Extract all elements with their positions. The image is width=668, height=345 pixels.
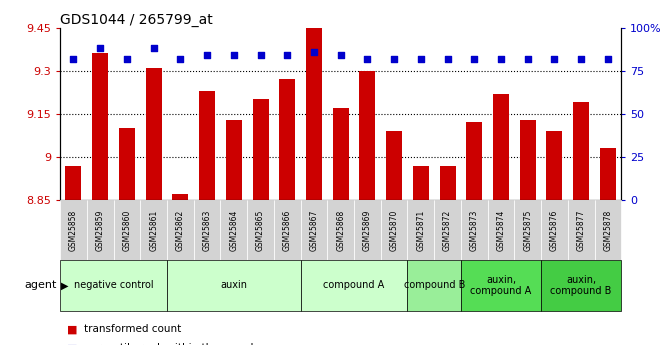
Text: GSM25869: GSM25869 — [363, 210, 372, 251]
Text: auxin,
compound B: auxin, compound B — [550, 275, 612, 296]
Bar — [65, 166, 81, 200]
Text: negative control: negative control — [73, 280, 154, 290]
Point — [175, 56, 186, 61]
Text: GSM25863: GSM25863 — [202, 210, 212, 251]
Text: ■: ■ — [67, 325, 77, 334]
Point — [576, 56, 587, 61]
Text: compound B: compound B — [403, 280, 465, 290]
Point — [442, 56, 453, 61]
Text: GSM25861: GSM25861 — [149, 210, 158, 251]
Bar — [573, 102, 589, 200]
Bar — [279, 79, 295, 200]
Point — [309, 49, 319, 55]
Text: ■: ■ — [67, 344, 77, 345]
Point — [202, 52, 212, 58]
Point — [282, 52, 293, 58]
Text: GSM25858: GSM25858 — [69, 210, 78, 251]
Bar — [119, 128, 135, 200]
Bar — [546, 131, 562, 200]
Point — [122, 56, 132, 61]
Point — [603, 56, 613, 61]
Text: GSM25870: GSM25870 — [389, 210, 399, 251]
Bar — [413, 166, 429, 200]
Bar — [440, 166, 456, 200]
Point — [68, 56, 79, 61]
Text: GSM25864: GSM25864 — [229, 210, 238, 251]
Text: auxin: auxin — [220, 280, 247, 290]
Point — [228, 52, 239, 58]
Text: agent: agent — [25, 280, 57, 290]
Bar — [600, 148, 616, 200]
Bar — [386, 131, 402, 200]
Text: percentile rank within the sample: percentile rank within the sample — [84, 344, 259, 345]
Bar — [172, 194, 188, 200]
Bar — [520, 120, 536, 200]
Point — [335, 52, 346, 58]
Point — [496, 56, 506, 61]
Text: GSM25876: GSM25876 — [550, 210, 559, 251]
Bar — [92, 53, 108, 200]
Text: compound A: compound A — [323, 280, 385, 290]
Bar — [466, 122, 482, 200]
Bar — [146, 68, 162, 200]
Point — [255, 52, 266, 58]
Point — [95, 46, 106, 51]
Text: transformed count: transformed count — [84, 325, 181, 334]
Text: GSM25874: GSM25874 — [496, 210, 506, 251]
Text: GSM25877: GSM25877 — [576, 210, 586, 251]
Text: GSM25867: GSM25867 — [309, 210, 319, 251]
Text: GSM25866: GSM25866 — [283, 210, 292, 251]
Text: GSM25868: GSM25868 — [336, 210, 345, 251]
Text: GSM25878: GSM25878 — [603, 210, 613, 251]
Text: GSM25859: GSM25859 — [96, 210, 105, 251]
Bar — [199, 91, 215, 200]
Text: GSM25871: GSM25871 — [416, 210, 426, 251]
Text: GSM25862: GSM25862 — [176, 210, 185, 251]
Point — [148, 46, 159, 51]
Text: GSM25875: GSM25875 — [523, 210, 532, 251]
Point — [362, 56, 373, 61]
Bar — [306, 28, 322, 200]
Point — [549, 56, 560, 61]
Text: auxin,
compound A: auxin, compound A — [470, 275, 532, 296]
Text: GSM25865: GSM25865 — [256, 210, 265, 251]
Text: GSM25860: GSM25860 — [122, 210, 132, 251]
Bar — [493, 94, 509, 200]
Point — [415, 56, 426, 61]
Point — [469, 56, 480, 61]
Text: GDS1044 / 265799_at: GDS1044 / 265799_at — [60, 12, 213, 27]
Text: GSM25873: GSM25873 — [470, 210, 479, 251]
Bar — [333, 108, 349, 200]
Text: GSM25872: GSM25872 — [443, 210, 452, 251]
Bar — [226, 120, 242, 200]
Text: ▶: ▶ — [61, 280, 68, 290]
Bar — [359, 71, 375, 200]
Point — [389, 56, 399, 61]
Point — [522, 56, 533, 61]
Bar — [253, 99, 269, 200]
